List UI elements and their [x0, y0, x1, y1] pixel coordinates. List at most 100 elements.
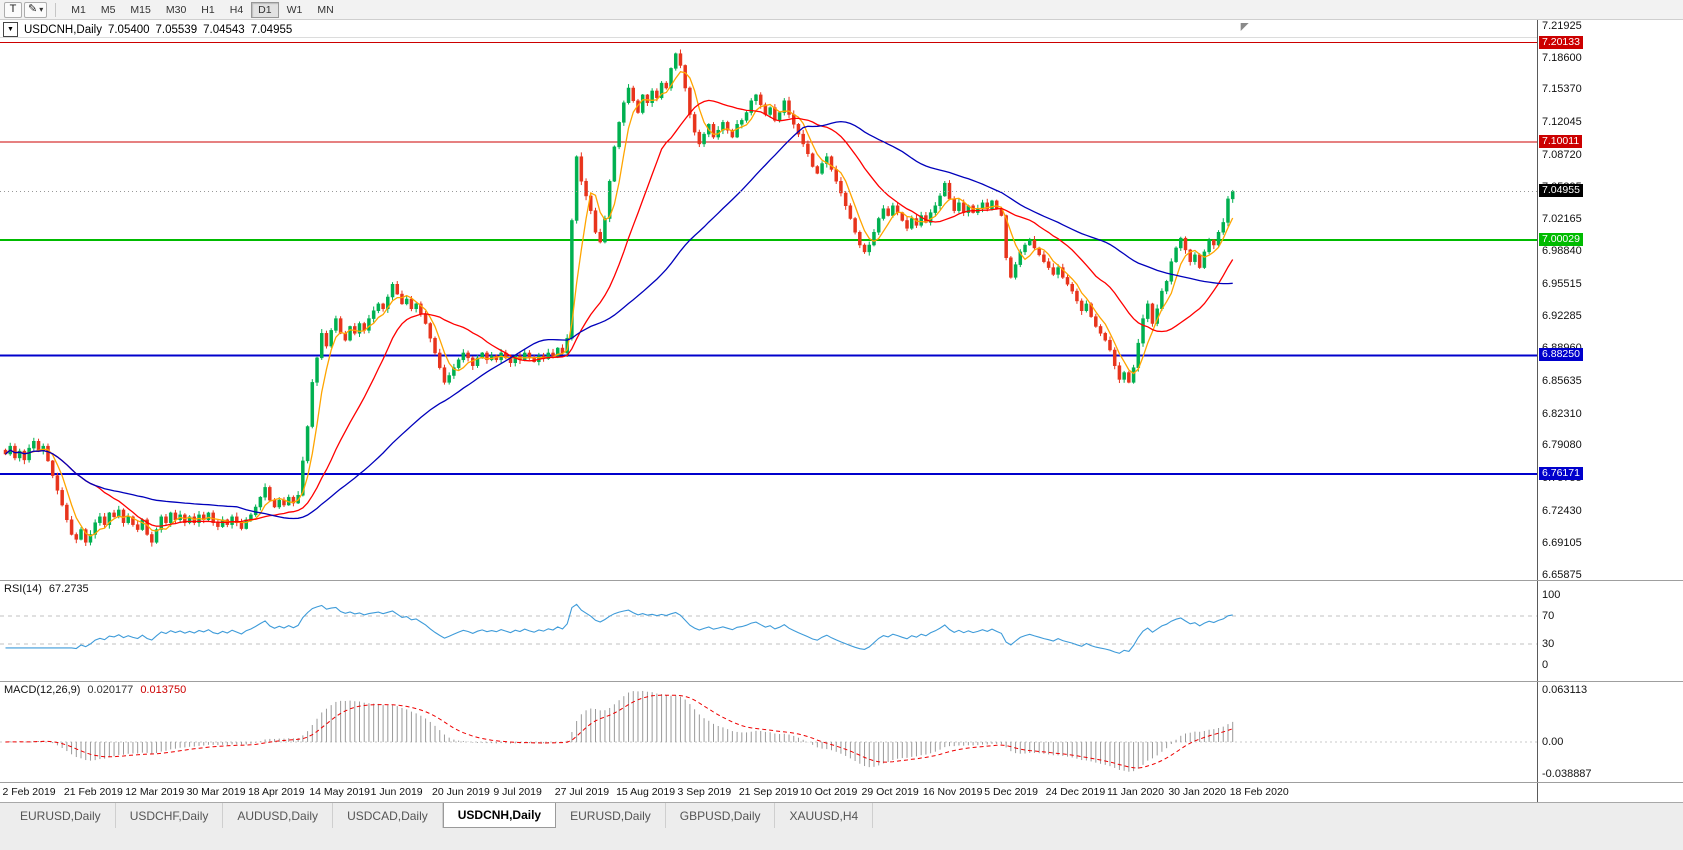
rsi-axis-label: 0	[1542, 659, 1549, 671]
hline-price-label[interactable]: 7.00029	[1539, 232, 1583, 246]
date-label: 10 Oct 2019	[800, 786, 858, 798]
main-chart-panel: ▼ USDCNH,Daily 7.05400 7.05539 7.04543 7…	[0, 20, 1683, 580]
date-label: 18 Apr 2019	[247, 786, 305, 798]
date-label: 30 Jan 2020	[1168, 786, 1227, 798]
date-label: 2 Feb 2019	[2, 786, 56, 798]
timeframe-button-m15[interactable]: M15	[123, 2, 157, 18]
pencil-icon: ✎	[28, 3, 38, 15]
price-axis-label: 6.98840	[1542, 245, 1582, 258]
chart-tab-usdchf-daily[interactable]: USDCHF,Daily	[116, 803, 224, 828]
rsi-axis-label: 70	[1542, 610, 1555, 622]
macd-plot: MACD(12,26,9) 0.020177 0.013750	[0, 682, 1537, 782]
price-axis[interactable]: 7.219257.186007.153707.120457.087207.053…	[1537, 20, 1683, 580]
macd-canvas[interactable]	[0, 682, 1537, 782]
ohlc-low: 7.04543	[203, 23, 245, 36]
rsi-panel: RSI(14) 67.2735 100 70 30 0	[0, 580, 1683, 681]
chevron-down-icon: ▾	[39, 5, 44, 14]
price-axis-label: 7.02165	[1542, 212, 1582, 225]
timeframe-button-m5[interactable]: M5	[94, 2, 123, 18]
price-axis-label: 6.65875	[1542, 568, 1582, 580]
timeframe-button-m1[interactable]: M1	[64, 2, 93, 18]
date-label: 20 Jun 2019	[432, 786, 490, 798]
hline-price-label[interactable]: 7.10011	[1539, 134, 1583, 148]
date-label: 21 Sep 2019	[738, 786, 799, 798]
macd-axis[interactable]: 0.063113 0.00 -0.038887	[1537, 682, 1683, 782]
chart-tab-gbpusd-daily[interactable]: GBPUSD,Daily	[666, 803, 776, 828]
rsi-indicator-label: RSI(14) 67.2735	[4, 583, 89, 595]
chart-tab-usdcnh-daily[interactable]: USDCNH,Daily	[442, 803, 557, 828]
macd-main-value: 0.020177	[87, 684, 134, 696]
date-label: 18 Feb 2020	[1229, 786, 1289, 798]
date-label: 9 Jul 2019	[493, 786, 542, 798]
date-label: 27 Jul 2019	[554, 786, 610, 798]
macd-panel: MACD(12,26,9) 0.020177 0.013750 0.063113…	[0, 681, 1683, 782]
horizontal-lines-layer	[0, 42, 1537, 475]
title-divider	[0, 37, 1537, 38]
macd-indicator-label: MACD(12,26,9) 0.020177 0.013750	[4, 684, 186, 696]
date-label: 21 Feb 2019	[63, 786, 123, 798]
rsi-axis-label: 30	[1542, 638, 1555, 650]
chart-tab-audusd-daily[interactable]: AUDUSD,Daily	[223, 803, 334, 828]
price-chart-plot: ▼ USDCNH,Daily 7.05400 7.05539 7.04543 7…	[0, 20, 1537, 580]
rsi-axis[interactable]: 100 70 30 0	[1537, 581, 1683, 681]
hline-price-label[interactable]: 6.88250	[1539, 348, 1583, 362]
one-click-trading-toggle[interactable]: ▼	[3, 22, 18, 37]
chart-tab-bar: EURUSD,Daily USDCHF,Daily AUDUSD,Daily USDC…	[0, 802, 1683, 850]
price-axis-label: 7.18600	[1542, 51, 1582, 64]
price-axis-label: 6.79080	[1542, 439, 1582, 452]
ohlc-close: 7.04955	[250, 23, 293, 36]
date-label: 24 Dec 2019	[1045, 786, 1106, 798]
text-tool-button[interactable]: T	[4, 1, 22, 18]
chart-tab-usdcad-daily[interactable]: USDCAD,Daily	[333, 803, 443, 828]
price-axis-label: 6.95515	[1542, 278, 1582, 291]
price-axis-label: 6.82310	[1542, 407, 1582, 420]
date-label: 3 Sep 2019	[677, 786, 732, 798]
price-axis-label: 6.85635	[1542, 375, 1582, 388]
timeframe-toolbar: M1 M5 M15 M30 H1 H4 D1 W1 MN	[64, 1, 340, 18]
price-chart-canvas[interactable]	[0, 20, 1537, 580]
macd-axis-label: 0.00	[1542, 735, 1564, 748]
rsi-plot: RSI(14) 67.2735	[0, 581, 1537, 681]
date-label: 15 Aug 2019	[616, 786, 676, 798]
timeframe-button-m30[interactable]: M30	[159, 2, 193, 18]
toolbar: T ✎ ▾ M1 M5 M15 M30 H1 H4 D1 W1 MN	[0, 0, 1683, 20]
price-axis-label: 7.15370	[1542, 83, 1582, 96]
macd-axis-label: -0.038887	[1542, 768, 1592, 780]
hline-price-label[interactable]: 6.76171	[1539, 466, 1583, 480]
ma-slow-blue	[5, 120, 1233, 520]
hline-price-label[interactable]: 7.20133	[1539, 35, 1583, 49]
macd-signal-value: 0.013750	[140, 684, 187, 696]
axis-corner	[1537, 783, 1683, 802]
macd-axis-label: 0.063113	[1542, 684, 1588, 696]
rsi-line	[5, 603, 1233, 654]
timeframe-button-h1[interactable]: H1	[194, 2, 221, 18]
timeframe-button-h4[interactable]: H4	[223, 2, 250, 18]
rsi-canvas[interactable]	[0, 581, 1537, 681]
rsi-value: 67.2735	[48, 583, 89, 595]
date-label: 5 Dec 2019	[984, 786, 1038, 798]
macd-signal-line	[5, 694, 1233, 769]
toolbar-separator	[55, 2, 57, 17]
ma-fast-orange	[5, 70, 1234, 537]
chart-shift-marker-icon[interactable]	[1240, 23, 1249, 31]
price-axis-label: 6.92285	[1542, 309, 1582, 322]
draw-tool-button[interactable]: ✎ ▾	[24, 1, 48, 18]
ma-mid-red	[5, 99, 1234, 527]
chart-tab-eurusd-daily[interactable]: EURUSD,Daily	[556, 803, 666, 828]
chart-tab-eurusd-daily[interactable]: EURUSD,Daily	[6, 803, 116, 828]
macd-name: MACD(12,26,9)	[4, 684, 81, 696]
price-axis-label: 7.21925	[1542, 20, 1582, 32]
price-axis-label: 6.72430	[1542, 504, 1582, 517]
rsi-name: RSI(14)	[4, 583, 42, 595]
time-axis[interactable]: 2 Feb 2019 21 Feb 2019 12 Mar 2019 30 Mar 2…	[0, 783, 1537, 802]
macd-histogram	[9, 690, 1234, 772]
chart-symbol-label: USDCNH,Daily	[24, 23, 102, 36]
timeframe-button-w1[interactable]: W1	[280, 2, 310, 18]
timeframe-button-mn[interactable]: MN	[310, 2, 340, 18]
timeframe-button-d1[interactable]: D1	[251, 1, 279, 18]
date-label: 16 Nov 2019	[922, 786, 983, 798]
chart-title: ▼ USDCNH,Daily 7.05400 7.05539 7.04543 7…	[3, 22, 292, 37]
chart-tab-xauusd-h4[interactable]: XAUUSD,H4	[775, 803, 874, 828]
time-axis-row: 2 Feb 2019 21 Feb 2019 12 Mar 2019 30 Mar 2…	[0, 782, 1683, 802]
